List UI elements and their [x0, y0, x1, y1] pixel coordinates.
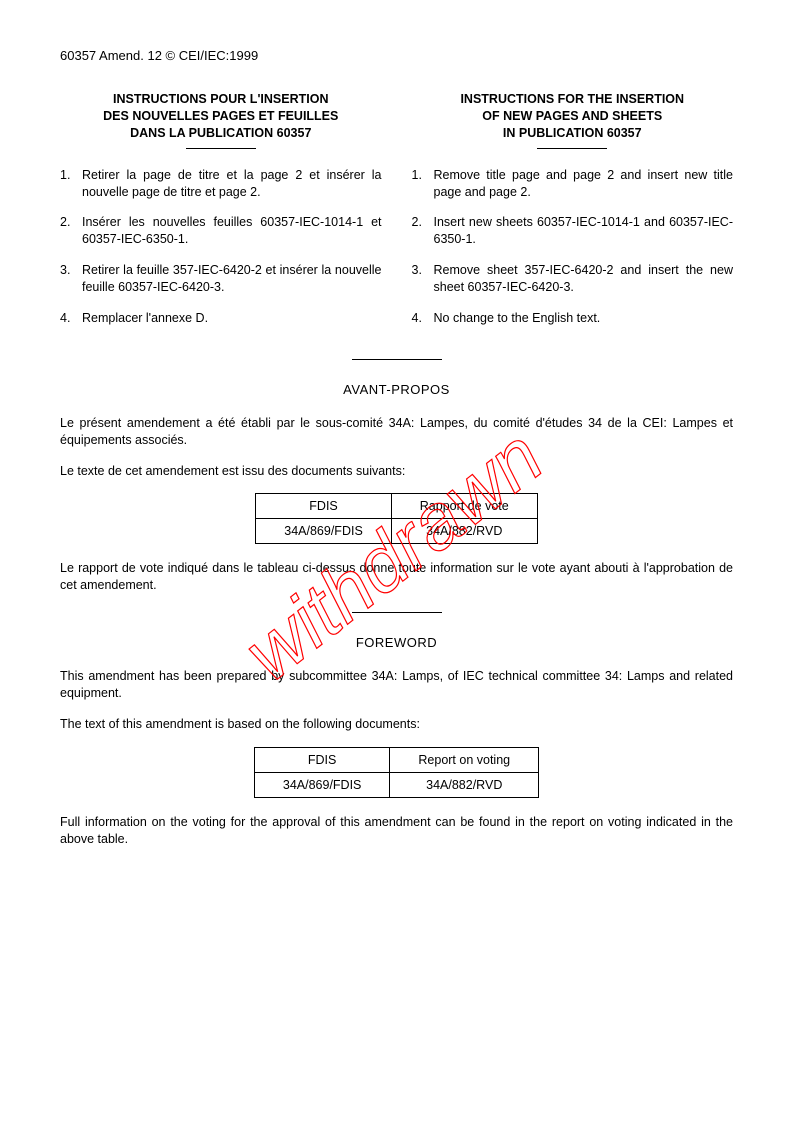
list-item: 3.Remove sheet 357-IEC-6420-2 and insert… [412, 262, 734, 296]
foreword-p3: Full information on the voting for the a… [60, 814, 733, 848]
table-cell: 34A/882/RVD [390, 772, 539, 797]
document-header: 60357 Amend. 12 © CEI/IEC:1999 [60, 48, 733, 63]
left-list: 1.Retirer la page de titre et la page 2 … [60, 167, 382, 327]
table-cell: 34A/869/FDIS [256, 519, 392, 544]
item-text: Retirer la page de titre et la page 2 et… [82, 167, 382, 201]
avant-propos-p1: Le présent amendement a été établi par l… [60, 415, 733, 449]
item-number: 2. [60, 214, 82, 248]
item-number: 2. [412, 214, 434, 248]
avant-propos-title: AVANT-PROPOS [60, 382, 733, 397]
item-number: 3. [60, 262, 82, 296]
right-title: INSTRUCTIONS FOR THE INSERTION OF NEW PA… [412, 91, 734, 142]
item-text: Insérer les nouvelles feuilles 60357-IEC… [82, 214, 382, 248]
right-list: 1.Remove title page and page 2 and inser… [412, 167, 734, 327]
item-text: Remove title page and page 2 and insert … [434, 167, 734, 201]
avant-propos-p3: Le rapport de vote indiqué dans le table… [60, 560, 733, 594]
instructions-columns: INSTRUCTIONS POUR L'INSERTION DES NOUVEL… [60, 91, 733, 341]
foreword-title: FOREWORD [60, 635, 733, 650]
divider [537, 148, 607, 149]
item-number: 1. [60, 167, 82, 201]
list-item: 3.Retirer la feuille 357-IEC-6420-2 et i… [60, 262, 382, 296]
item-number: 4. [412, 310, 434, 327]
table-row: 34A/869/FDIS 34A/882/RVD [256, 519, 537, 544]
list-item: 1.Retirer la page de titre et la page 2 … [60, 167, 382, 201]
table-header: FDIS [256, 494, 392, 519]
item-number: 1. [412, 167, 434, 201]
item-number: 4. [60, 310, 82, 327]
table-header: Rapport de vote [391, 494, 537, 519]
item-text: Remove sheet 357-IEC-6420-2 and insert t… [434, 262, 734, 296]
left-title-line2: DES NOUVELLES PAGES ET FEUILLES [103, 109, 338, 123]
list-item: 2.Insert new sheets 60357-IEC-1014-1 and… [412, 214, 734, 248]
item-number: 3. [412, 262, 434, 296]
table-cell: 34A/882/RVD [391, 519, 537, 544]
list-item: 1.Remove title page and page 2 and inser… [412, 167, 734, 201]
item-text: Insert new sheets 60357-IEC-1014-1 and 6… [434, 214, 734, 248]
table-cell: 34A/869/FDIS [254, 772, 390, 797]
left-title: INSTRUCTIONS POUR L'INSERTION DES NOUVEL… [60, 91, 382, 142]
table-header: FDIS [254, 747, 390, 772]
section-divider [352, 612, 442, 613]
svg-text:withdrawn: withdrawn [227, 412, 558, 698]
table-row: 34A/869/FDIS 34A/882/RVD [254, 772, 538, 797]
table-row: FDIS Rapport de vote [256, 494, 537, 519]
avant-propos-p2: Le texte de cet amendement est issu des … [60, 463, 733, 480]
right-title-line2: OF NEW PAGES AND SHEETS [482, 109, 662, 123]
left-column: INSTRUCTIONS POUR L'INSERTION DES NOUVEL… [60, 91, 382, 341]
left-title-line1: INSTRUCTIONS POUR L'INSERTION [113, 92, 328, 106]
item-text: No change to the English text. [434, 310, 734, 327]
right-title-line3: IN PUBLICATION 60357 [503, 126, 642, 140]
foreword-p2: The text of this amendment is based on t… [60, 716, 733, 733]
avant-propos-table: FDIS Rapport de vote 34A/869/FDIS 34A/88… [255, 493, 537, 544]
list-item: 2.Insérer les nouvelles feuilles 60357-I… [60, 214, 382, 248]
foreword-table: FDIS Report on voting 34A/869/FDIS 34A/8… [254, 747, 539, 798]
right-column: INSTRUCTIONS FOR THE INSERTION OF NEW PA… [412, 91, 734, 341]
item-text: Retirer la feuille 357-IEC-6420-2 et ins… [82, 262, 382, 296]
list-item: 4.Remplacer l'annexe D. [60, 310, 382, 327]
list-item: 4.No change to the English text. [412, 310, 734, 327]
divider [186, 148, 256, 149]
right-title-line1: INSTRUCTIONS FOR THE INSERTION [460, 92, 684, 106]
foreword-p1: This amendment has been prepared by subc… [60, 668, 733, 702]
table-header: Report on voting [390, 747, 539, 772]
section-divider [352, 359, 442, 360]
left-title-line3: DANS LA PUBLICATION 60357 [130, 126, 311, 140]
item-text: Remplacer l'annexe D. [82, 310, 382, 327]
table-row: FDIS Report on voting [254, 747, 538, 772]
